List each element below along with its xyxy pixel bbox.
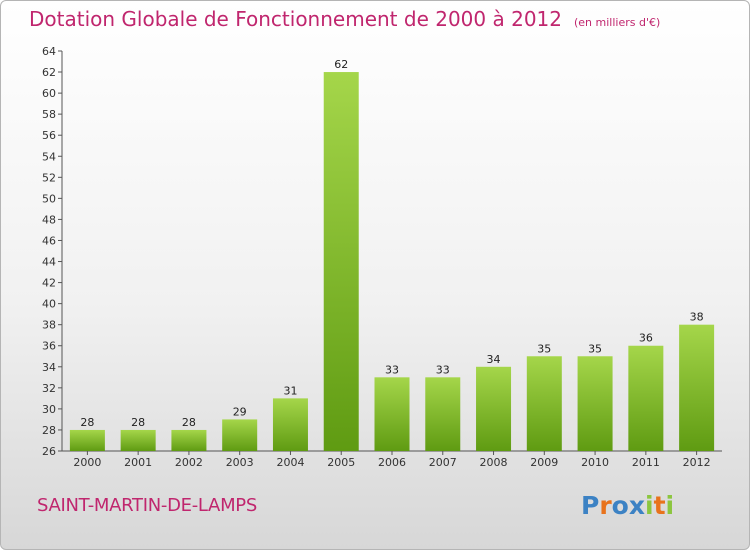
bar-value-label: 62 bbox=[334, 58, 348, 71]
y-tick-label: 32 bbox=[42, 382, 56, 395]
y-tick-label: 54 bbox=[42, 150, 56, 163]
x-tick-label: 2009 bbox=[530, 456, 558, 469]
logo-letter: t bbox=[653, 491, 666, 520]
y-tick-label: 48 bbox=[42, 213, 56, 226]
y-tick-label: 28 bbox=[42, 424, 56, 437]
bar-value-label: 31 bbox=[283, 384, 297, 397]
y-tick-label: 58 bbox=[42, 108, 56, 121]
x-tick-label: 2008 bbox=[480, 456, 508, 469]
x-tick-label: 2006 bbox=[378, 456, 406, 469]
bar bbox=[425, 377, 461, 451]
x-tick-label: 2007 bbox=[429, 456, 457, 469]
x-tick-label: 2001 bbox=[124, 456, 152, 469]
y-tick-label: 50 bbox=[42, 192, 56, 205]
bar-value-label: 28 bbox=[182, 416, 196, 429]
y-tick-label: 38 bbox=[42, 319, 56, 332]
x-tick-label: 2005 bbox=[327, 456, 355, 469]
y-tick-label: 30 bbox=[42, 403, 56, 416]
bar bbox=[323, 72, 359, 451]
bar bbox=[476, 366, 512, 451]
chart-title-text: Dotation Globale de Fonctionnement de 20… bbox=[29, 7, 562, 31]
y-tick-label: 40 bbox=[42, 298, 56, 311]
y-tick-label: 52 bbox=[42, 171, 56, 184]
x-tick-label: 2012 bbox=[683, 456, 711, 469]
bar-value-label: 38 bbox=[690, 311, 704, 324]
bar-value-label: 28 bbox=[131, 416, 145, 429]
y-tick-label: 36 bbox=[42, 340, 56, 353]
bar bbox=[69, 429, 105, 451]
bar-value-label: 33 bbox=[436, 363, 450, 376]
y-tick-label: 42 bbox=[42, 277, 56, 290]
bar-value-label: 29 bbox=[233, 405, 247, 418]
bar-value-label: 35 bbox=[537, 342, 551, 355]
chart-title: Dotation Globale de Fonctionnement de 20… bbox=[29, 7, 660, 31]
bar bbox=[272, 398, 308, 451]
y-tick-label: 60 bbox=[42, 87, 56, 100]
logo-letter: r bbox=[599, 491, 612, 520]
bar-value-label: 33 bbox=[385, 363, 399, 376]
chart-unit: (en milliers d'€) bbox=[574, 16, 661, 29]
bar bbox=[679, 324, 715, 451]
commune-name: SAINT-MARTIN-DE-LAMPS bbox=[37, 495, 257, 516]
x-tick-label: 2011 bbox=[632, 456, 660, 469]
bar bbox=[577, 356, 613, 451]
bar-value-label: 35 bbox=[588, 342, 602, 355]
bar bbox=[526, 356, 562, 451]
logo-letter: x bbox=[628, 491, 645, 520]
x-tick-label: 2003 bbox=[226, 456, 254, 469]
x-tick-label: 2002 bbox=[175, 456, 203, 469]
proxiti-logo: Proxiti bbox=[581, 491, 674, 520]
x-tick-label: 2010 bbox=[581, 456, 609, 469]
y-tick-label: 34 bbox=[42, 361, 56, 374]
bar-value-label: 28 bbox=[80, 416, 94, 429]
y-tick-label: 46 bbox=[42, 234, 56, 247]
bar-value-label: 34 bbox=[487, 353, 501, 366]
logo-letter: P bbox=[581, 491, 600, 520]
bar bbox=[120, 429, 156, 451]
bar bbox=[171, 429, 207, 451]
bar bbox=[628, 345, 664, 451]
x-tick-label: 2004 bbox=[276, 456, 304, 469]
y-tick-label: 56 bbox=[42, 129, 56, 142]
logo-letter: i bbox=[665, 491, 675, 520]
logo-letter: i bbox=[645, 491, 654, 520]
bar bbox=[222, 419, 258, 451]
y-tick-label: 62 bbox=[42, 66, 56, 79]
logo-letter: o bbox=[611, 491, 629, 520]
bar-value-label: 36 bbox=[639, 332, 653, 345]
y-tick-label: 26 bbox=[42, 445, 56, 458]
bar bbox=[374, 377, 410, 451]
x-tick-label: 2000 bbox=[73, 456, 101, 469]
y-tick-label: 44 bbox=[42, 256, 56, 269]
y-tick-label: 64 bbox=[42, 45, 56, 58]
